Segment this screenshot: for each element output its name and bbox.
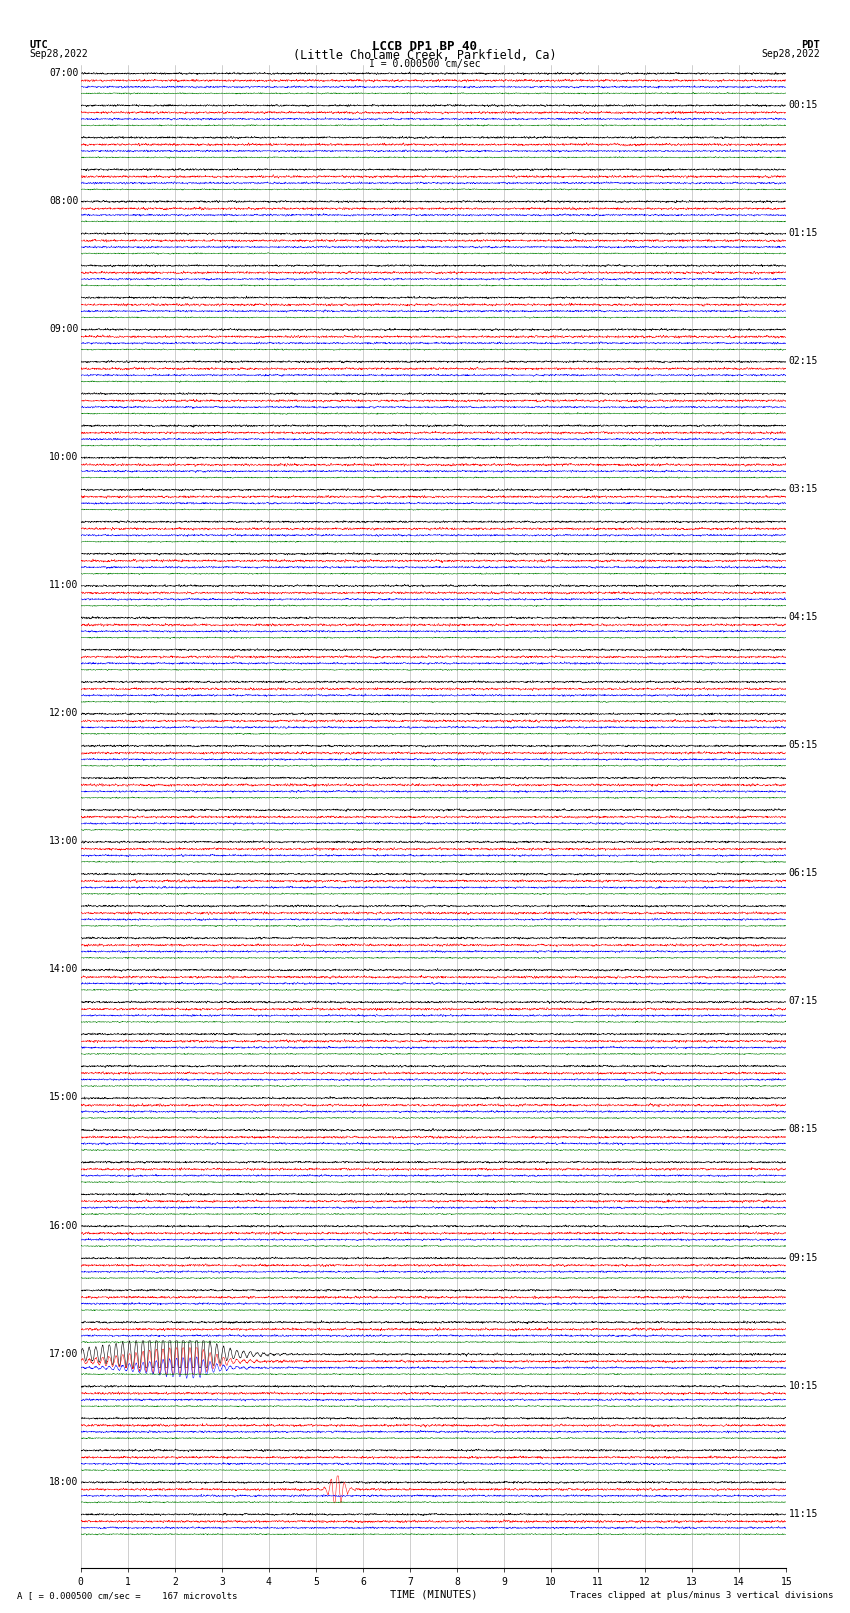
- Text: Sep28,2022: Sep28,2022: [762, 50, 820, 60]
- Text: (Little Cholame Creek, Parkfield, Ca): (Little Cholame Creek, Parkfield, Ca): [293, 50, 557, 63]
- Text: 10:00: 10:00: [49, 452, 78, 461]
- Text: 15:00: 15:00: [49, 1092, 78, 1102]
- Text: 11:00: 11:00: [49, 581, 78, 590]
- Text: 18:00: 18:00: [49, 1478, 78, 1487]
- Text: 11:15: 11:15: [789, 1508, 818, 1519]
- Text: PDT: PDT: [802, 39, 820, 50]
- Text: 09:00: 09:00: [49, 324, 78, 334]
- Text: 07:00: 07:00: [49, 68, 78, 77]
- Text: 12:00: 12:00: [49, 708, 78, 718]
- Text: LCCB DP1 BP 40: LCCB DP1 BP 40: [372, 39, 478, 53]
- X-axis label: TIME (MINUTES): TIME (MINUTES): [390, 1590, 477, 1600]
- Text: 08:15: 08:15: [789, 1124, 818, 1134]
- Text: I = 0.000500 cm/sec: I = 0.000500 cm/sec: [369, 58, 481, 69]
- Text: 08:00: 08:00: [49, 195, 78, 206]
- Text: 17:00: 17:00: [49, 1348, 78, 1358]
- Text: 14:00: 14:00: [49, 965, 78, 974]
- Text: 03:15: 03:15: [789, 484, 818, 494]
- Text: Sep28,2022: Sep28,2022: [30, 50, 88, 60]
- Text: 07:15: 07:15: [789, 997, 818, 1007]
- Text: 10:15: 10:15: [789, 1381, 818, 1390]
- Text: Traces clipped at plus/minus 3 vertical divisions: Traces clipped at plus/minus 3 vertical …: [570, 1590, 833, 1600]
- Text: 01:15: 01:15: [789, 227, 818, 239]
- Text: 16:00: 16:00: [49, 1221, 78, 1231]
- Text: 04:15: 04:15: [789, 613, 818, 623]
- Text: 13:00: 13:00: [49, 836, 78, 847]
- Text: 00:15: 00:15: [789, 100, 818, 110]
- Text: 09:15: 09:15: [789, 1253, 818, 1263]
- Text: 05:15: 05:15: [789, 740, 818, 750]
- Text: 02:15: 02:15: [789, 356, 818, 366]
- Text: UTC: UTC: [30, 39, 48, 50]
- Text: A [ = 0.000500 cm/sec =    167 microvolts: A [ = 0.000500 cm/sec = 167 microvolts: [17, 1590, 237, 1600]
- Text: 06:15: 06:15: [789, 868, 818, 879]
